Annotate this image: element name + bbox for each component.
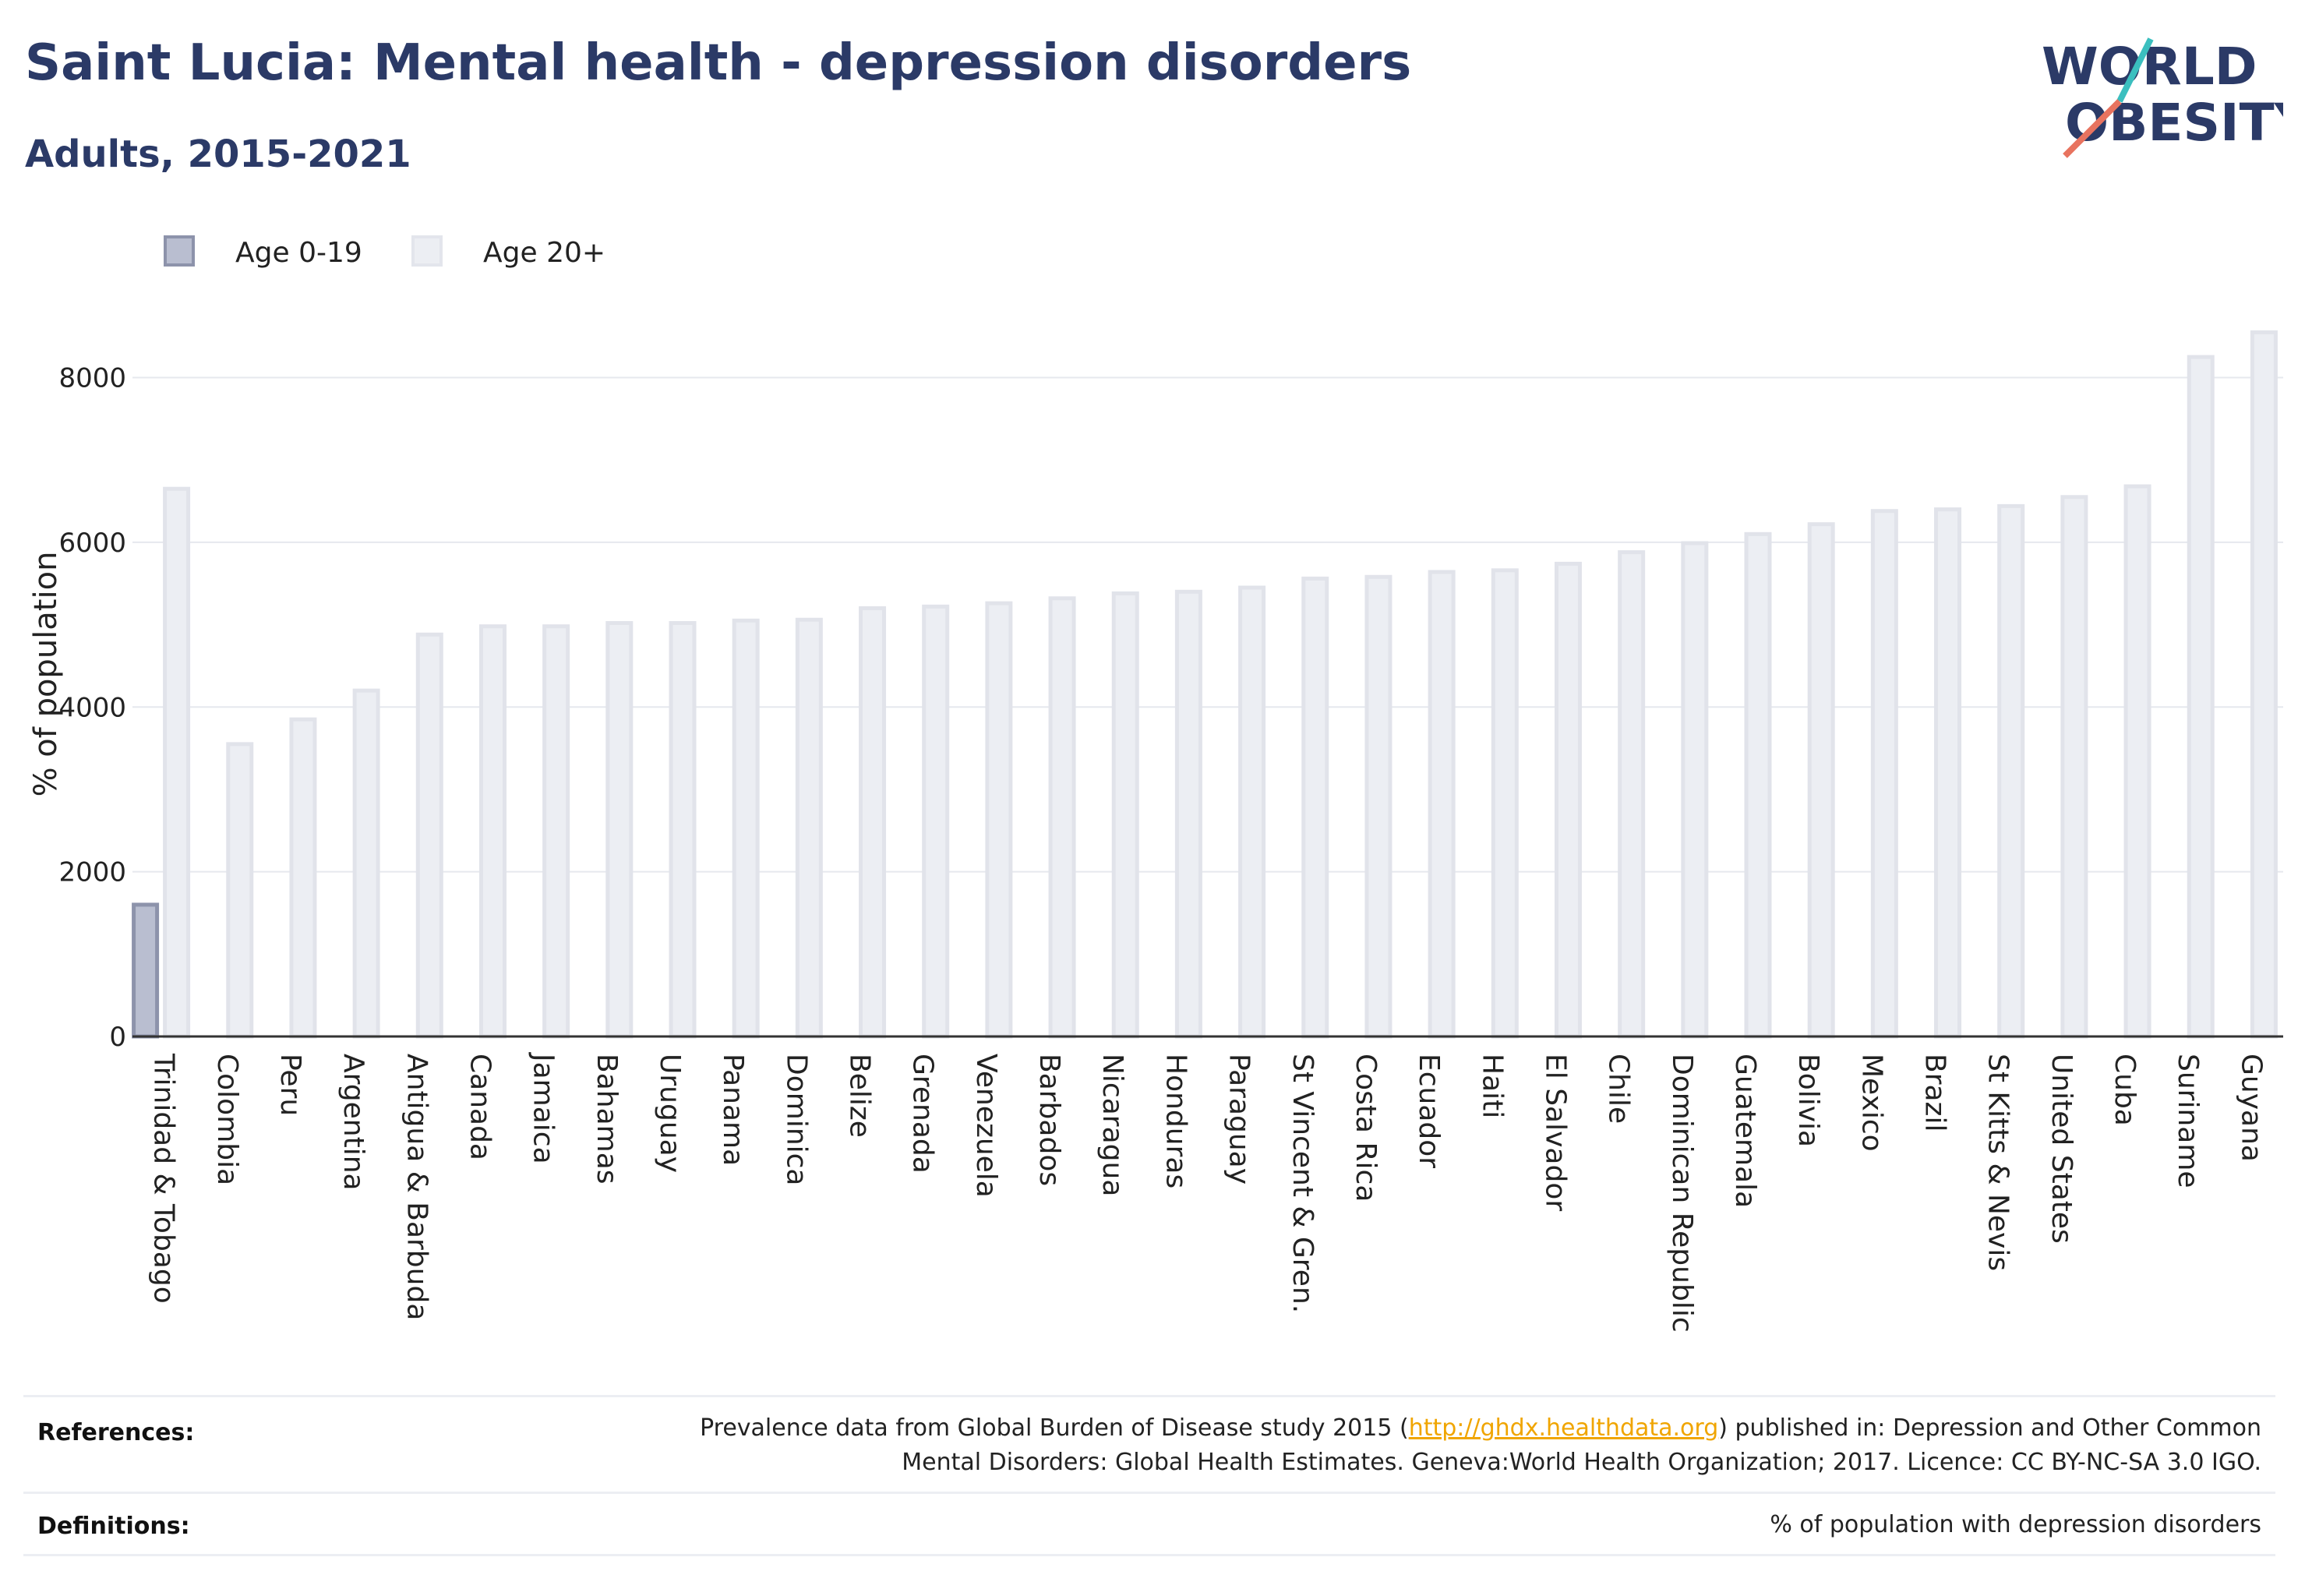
x-tick-label: Colombia (211, 1054, 243, 1185)
x-tick-label: Costa Rica (1350, 1054, 1382, 1202)
bar-age-20-plus (1428, 570, 1456, 1039)
references-link[interactable]: http://ghdx.healthdata.org (1408, 1414, 1719, 1442)
bar-age-20-plus (669, 620, 697, 1039)
x-tick-label: Antigua & Barbuda (401, 1054, 432, 1320)
y-axis-label: % of population (28, 552, 64, 797)
x-tick-label: United States (2046, 1054, 2077, 1244)
x-tick-label: Honduras (1160, 1054, 1191, 1188)
bar-age-20-plus (1870, 509, 1898, 1039)
logo-slash-teal (2116, 37, 2154, 103)
logo-slash-coral (2063, 99, 2122, 158)
bar-age-20-plus (1681, 541, 1709, 1039)
bar-age-20-plus (605, 620, 634, 1039)
x-tick-label: Uruguay (654, 1054, 686, 1173)
bar-age-20-plus (226, 742, 254, 1039)
x-tick-label: Chile (1603, 1054, 1635, 1124)
bar-age-20-plus (1238, 585, 1266, 1039)
bar-age-0-19 (132, 902, 160, 1039)
x-tick-label: Guyana (2235, 1054, 2267, 1162)
bar-age-20-plus (478, 624, 507, 1039)
references-text-pre: Prevalence data from Global Burden of Di… (700, 1414, 1409, 1442)
legend-swatch-age-20-plus (411, 235, 443, 267)
x-tick-label: Ecuador (1413, 1054, 1445, 1168)
legend-label-age-0-19: Age 0-19 (235, 237, 362, 269)
x-tick-label: Dominica (780, 1054, 812, 1186)
bar-age-20-plus (1301, 576, 1329, 1039)
references-text-line2: Mental Disorders: Global Health Estimate… (902, 1449, 2261, 1476)
references-row: References: Prevalence data from Global … (23, 1395, 2275, 1494)
bar-age-20-plus (1554, 561, 1582, 1039)
x-tick-label: Panama (717, 1054, 749, 1166)
definitions-label: Definitions: (37, 1513, 190, 1540)
x-tick-label: Canada (464, 1054, 496, 1160)
x-tick-label: Belize (844, 1054, 876, 1138)
world-obesity-logo: WORLD OBESITY (2042, 37, 2283, 158)
x-tick-label: Cuba (2109, 1054, 2141, 1126)
y-tick-label: 6000 (58, 528, 126, 559)
x-tick-label: Guatemala (1729, 1054, 1761, 1208)
bar-age-20-plus (859, 606, 887, 1039)
x-tick-label: Argentina (337, 1054, 369, 1191)
x-tick-label: Jamaica (528, 1052, 559, 1164)
bar-age-20-plus (1111, 591, 1139, 1039)
chart-subtitle: Adults, 2015-2021 (25, 132, 411, 176)
x-tick-label: El Salvador (1539, 1054, 1571, 1211)
x-tick-label: Mexico (1855, 1054, 1887, 1152)
x-tick-label: Brazil (1919, 1054, 1951, 1132)
bar-age-20-plus (2123, 484, 2151, 1039)
x-tick-label: Venezuela (970, 1054, 1002, 1198)
x-tick-label: Dominican Republic (1666, 1054, 1698, 1333)
x-tick-label: St Vincent & Gren. (1287, 1054, 1318, 1313)
y-tick-label: 4000 (58, 692, 126, 723)
y-tick-label: 0 (109, 1022, 126, 1053)
x-tick-label: Haiti (1476, 1054, 1508, 1118)
bar-age-20-plus (289, 717, 317, 1039)
x-tick-label: Paraguay (1223, 1054, 1255, 1185)
bar-age-20-plus (2250, 330, 2278, 1039)
bar-age-20-plus (1807, 522, 1835, 1039)
legend-label-age-20-plus: Age 20+ (483, 237, 606, 269)
x-tick-label: Bahamas (591, 1054, 623, 1185)
chart-title: Saint Lucia: Mental health - depression … (25, 34, 1412, 92)
bar-age-20-plus (922, 604, 950, 1039)
y-tick-label: 2000 (58, 857, 126, 888)
bar-age-20-plus (1997, 503, 2025, 1039)
definitions-text: % of population with depression disorder… (1770, 1511, 2261, 1538)
bar-age-20-plus (1618, 550, 1646, 1039)
bar-age-20-plus (2187, 355, 2215, 1039)
bar-age-20-plus (1744, 531, 1772, 1039)
footer-bottom-rule (23, 1554, 2275, 1556)
x-tick-label: Suriname (2172, 1054, 2204, 1188)
bar-age-20-plus (1491, 568, 1519, 1039)
x-tick-label: Trinidad & Tobago (148, 1053, 180, 1304)
bar-age-20-plus (985, 601, 1013, 1039)
bar-age-20-plus (163, 486, 191, 1039)
x-tick-label: St Kitts & Nevis (1982, 1054, 2014, 1271)
definitions-row: Definitions: % of population with depres… (23, 1492, 2275, 1556)
y-tick-label: 8000 (58, 363, 126, 394)
x-tick-label: Bolivia (1792, 1054, 1824, 1147)
legend-swatch-age-0-19 (164, 235, 195, 267)
x-tick-label: Grenada (907, 1054, 939, 1174)
references-text-post: ) published in: Depression and Other Com… (1718, 1414, 2261, 1442)
bar-age-20-plus (732, 618, 760, 1039)
bar-age-20-plus (1934, 507, 1962, 1039)
bar-age-20-plus (1174, 589, 1202, 1039)
bar-age-20-plus (2060, 495, 2088, 1039)
bar-age-20-plus (352, 688, 380, 1039)
bar-age-20-plus (415, 632, 443, 1039)
references-label: References: (37, 1419, 195, 1446)
x-tick-label: Nicaragua (1096, 1054, 1128, 1196)
bar-age-20-plus (795, 617, 823, 1039)
references-text: Prevalence data from Global Burden of Di… (700, 1411, 2261, 1480)
bar-age-20-plus (1048, 596, 1076, 1039)
bar-age-20-plus (542, 624, 570, 1039)
bar-chart: 0 2000 4000 6000 8000 % of population Trinidad… (28, 330, 2283, 1333)
bar-age-20-plus (1364, 574, 1393, 1039)
x-tick-label: Peru (274, 1054, 306, 1116)
x-tick-label: Barbados (1033, 1054, 1065, 1186)
